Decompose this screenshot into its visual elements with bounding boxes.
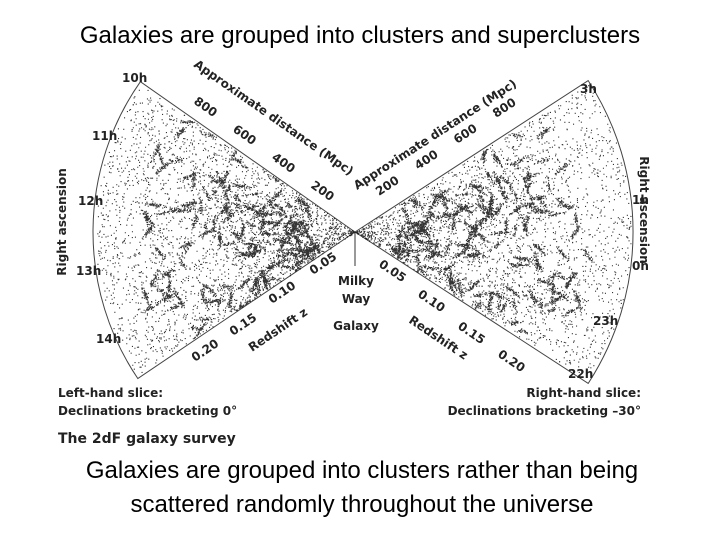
redshift-value: 0.10 (266, 278, 298, 306)
hour-label: 23h (593, 314, 618, 328)
slide-title: Galaxies are grouped into clusters and s… (80, 22, 640, 49)
hour-label: 11h (92, 129, 117, 143)
axis-label: Right ascension (55, 168, 69, 275)
slice-note: Declinations bracketing –30° (448, 404, 641, 418)
hour-label: 13h (76, 264, 101, 278)
redshift-value: 0.20 (495, 347, 527, 375)
survey-wedges (92, 79, 634, 385)
distance-value: 200 (308, 178, 337, 204)
hour-label: 0h (632, 259, 649, 273)
hour-label: 1h (632, 193, 649, 207)
axis-label: Right ascension (637, 156, 651, 263)
caption-line: Galaxies are grouped into clusters rathe… (86, 457, 638, 484)
survey-name: The 2dF galaxy survey (58, 431, 236, 447)
redshift-value: 0.15 (227, 310, 259, 338)
galaxy-points (355, 85, 632, 373)
slice-note: Declinations bracketing 0° (58, 404, 237, 418)
slice-note: Left-hand slice: (58, 386, 163, 400)
center-label: Milky (338, 274, 374, 288)
slice-note: Right-hand slice: (526, 386, 641, 400)
distance-value: 800 (191, 94, 220, 120)
redshift-value: 0.10 (415, 287, 447, 315)
hour-label: 12h (78, 194, 103, 208)
center-label: Galaxy (333, 319, 379, 333)
hour-label: 22h (568, 367, 593, 381)
hour-label: 14h (96, 332, 121, 346)
wedge-outline (92, 81, 356, 380)
galaxy-points (97, 89, 356, 374)
distance-label: Approximate distance (Mpc) (351, 77, 519, 193)
distance-value: 600 (230, 122, 259, 148)
redshift-label: Redshift z (246, 305, 310, 355)
caption-line: scattered randomly throughout the univer… (131, 491, 594, 518)
distance-value: 400 (269, 150, 298, 176)
hour-label: 10h (122, 71, 147, 85)
wedge-outline (354, 79, 634, 385)
redshift-label: Redshift z (406, 313, 470, 363)
redshift-value: 0.05 (376, 257, 408, 285)
center-label: Way (342, 292, 371, 306)
hour-label: 3h (580, 82, 597, 96)
